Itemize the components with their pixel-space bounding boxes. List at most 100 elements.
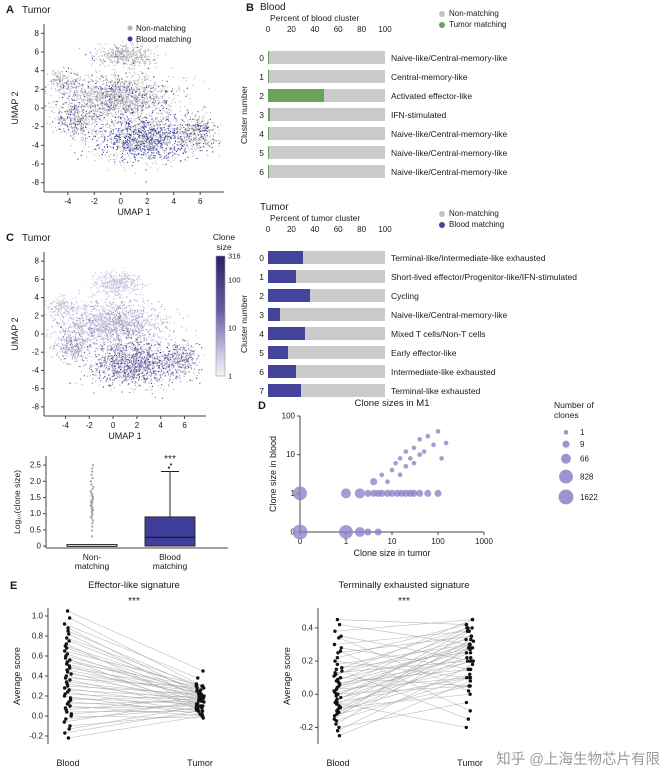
bar-category-label: Naive-like/Central-memory-like	[391, 128, 508, 139]
bar-row: 5 Naive-like/Central-memory-like	[246, 143, 662, 162]
bar-fill	[268, 251, 304, 264]
bar-row: 0 Terminal-like/Intermediate-like exhaust…	[246, 248, 662, 267]
tick-label: -6	[32, 384, 40, 393]
x-tick-label: 0	[265, 225, 271, 234]
data-point	[340, 669, 344, 673]
data-point	[332, 674, 336, 678]
data-point	[64, 646, 69, 650]
bar-fill	[268, 270, 297, 283]
data-point	[65, 636, 69, 640]
data-point	[196, 709, 200, 713]
data-point	[335, 617, 340, 622]
data-point	[467, 684, 472, 688]
data-point	[370, 478, 378, 486]
pair-line	[67, 630, 197, 687]
data-point	[63, 676, 68, 680]
data-point	[466, 689, 471, 693]
data-point	[466, 717, 471, 721]
tick-label: 2	[145, 197, 150, 206]
pair-line	[337, 652, 471, 700]
bar-row: 4 Mixed T cells/Non-T cells	[246, 324, 662, 343]
pair-line	[66, 675, 203, 701]
data-point	[468, 709, 472, 713]
outlier-point	[91, 467, 94, 470]
data-point	[68, 658, 72, 662]
data-point	[467, 629, 471, 633]
data-point	[201, 686, 206, 690]
outlier-point	[167, 466, 171, 469]
data-point	[469, 637, 473, 642]
tick-label: 1.5	[30, 493, 42, 502]
data-point	[337, 734, 342, 738]
cluster-number: 4	[259, 128, 264, 139]
x-tick-label: 60	[333, 25, 343, 34]
outlier-point	[89, 515, 92, 519]
bar-category-label: Naive-like/Central-memory-like	[391, 166, 508, 177]
bar-category-label: Short-lived effector/Progenitor-like/IFN…	[391, 271, 577, 282]
bar-category-label: Intermediate-like exhausted	[391, 366, 496, 377]
data-point	[334, 667, 339, 672]
significance-stars: ***	[128, 596, 140, 607]
outlier-point	[91, 525, 94, 528]
tick-label: -2	[91, 197, 99, 206]
umap-point-cloud	[44, 252, 206, 416]
bar-category-label: Terminal-like/Intermediate-like exhauste…	[391, 252, 546, 263]
legend-swatch	[439, 21, 445, 28]
data-point	[421, 449, 427, 454]
x-tick-label: 60	[333, 225, 343, 234]
data-point	[403, 449, 409, 454]
pair-line	[65, 677, 204, 689]
tick-label: 8	[35, 29, 40, 38]
pair-line	[337, 635, 472, 654]
data-point	[470, 646, 475, 650]
category-label: matching	[153, 561, 188, 571]
pair-line	[339, 680, 471, 736]
bar-row: 1 Short-lived effector/Progenitor-like/IF…	[246, 267, 662, 286]
panel-d-clone-size-scatter: D Clone sizes in M1 011010010000110100Cl…	[252, 396, 662, 582]
bar-row: 0 Naive-like/Central-memory-like	[246, 48, 662, 67]
colorbar	[215, 255, 226, 377]
x-tick-label: 40	[310, 25, 320, 34]
pair-line	[341, 670, 469, 720]
cluster-number: 4	[259, 328, 264, 339]
bar-fill	[268, 384, 301, 397]
tick-label: 6	[35, 275, 40, 284]
bar-fill	[268, 108, 271, 121]
data-point	[65, 710, 69, 714]
blood-cluster-bar-chart: Blood Percent of blood cluster 0 20 40 60 80…	[239, 2, 662, 200]
data-point	[464, 675, 469, 680]
data-point	[431, 442, 436, 448]
bar-row: 6 Naive-like/Central-memory-like	[246, 162, 662, 181]
pair-line	[64, 623, 198, 679]
pair-line	[337, 624, 467, 659]
outlier-point	[91, 470, 94, 473]
umap-axes: -4 -2 0 2 4 6 8 6 4 2 0 -2 -4 -6 -8 UMAP 1 UMAP 2 316 100 1…	[10, 252, 241, 441]
legend-label: 9	[580, 440, 585, 449]
data-point	[335, 729, 340, 733]
bar-track	[268, 127, 385, 140]
category-label: Non-	[83, 552, 102, 562]
data-point	[468, 692, 472, 696]
tick-label: -0.2	[29, 732, 43, 741]
data-point	[201, 704, 205, 708]
pair-line	[67, 653, 202, 702]
x-tick-label: 80	[357, 225, 367, 234]
pair-line	[66, 697, 200, 711]
data-point	[464, 725, 468, 730]
legend-swatch	[439, 210, 445, 217]
bar-row: 2 Cycling	[246, 286, 662, 305]
data-point	[467, 675, 472, 680]
data-point	[354, 488, 365, 499]
category-label: Blood	[56, 758, 79, 768]
legend-label: Blood matching	[449, 220, 505, 229]
category-label: Tumor	[187, 758, 213, 768]
pair-line	[337, 619, 467, 625]
data-point	[464, 700, 469, 705]
pair-line	[336, 674, 470, 712]
bar-track	[268, 251, 385, 264]
y-axis-label: UMAP 2	[10, 317, 20, 350]
bar-category-label: Central-memory-like	[391, 71, 468, 82]
tick-label: 4	[35, 293, 40, 302]
outlier-point	[89, 480, 93, 483]
